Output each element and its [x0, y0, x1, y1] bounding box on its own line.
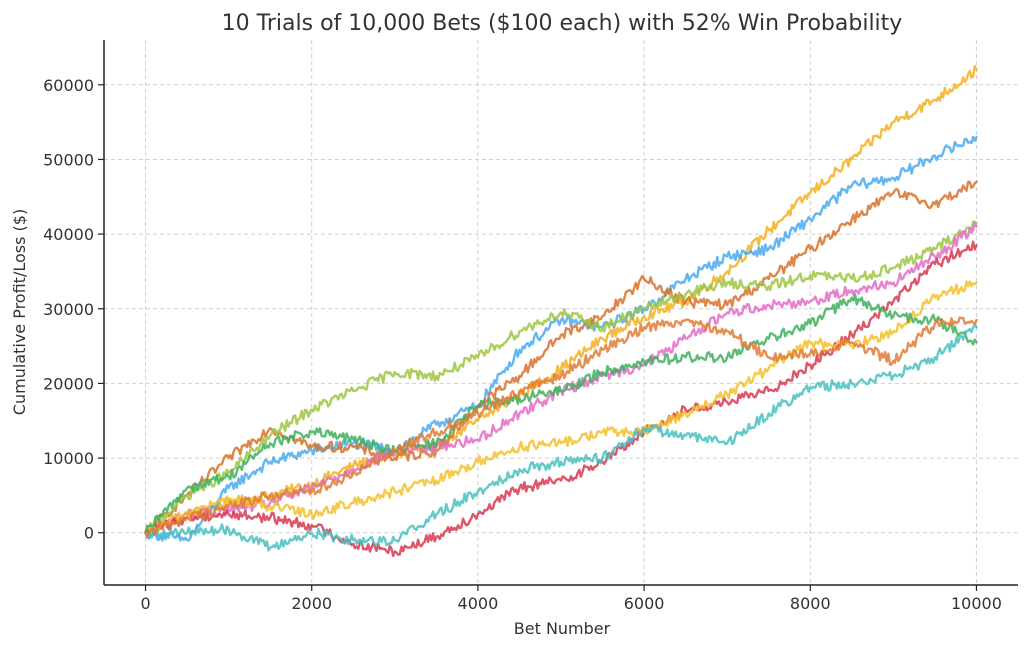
axes: [103, 40, 1018, 586]
series-line-9: [144, 323, 978, 552]
x-tick-label: 0: [140, 594, 150, 613]
x-tick-label: 4000: [458, 594, 499, 613]
y-axis-label: Cumulative Profit/Loss ($): [10, 209, 29, 415]
x-tick-label: 8000: [790, 594, 831, 613]
series-line-8: [144, 293, 978, 534]
series-line-7: [144, 280, 978, 535]
y-tick-label: 0: [84, 524, 94, 543]
chart-title: 10 Trials of 10,000 Bets ($100 each) wit…: [222, 11, 903, 36]
ticks: 0 2000 4000 6000 8000 10000 0 10000 20000 30000 40…: [43, 76, 1002, 613]
y-tick-label: 20000: [43, 374, 94, 393]
series-group: [144, 64, 978, 558]
series-line-2: [144, 135, 978, 542]
series-line-10: [144, 316, 978, 538]
x-tick-label: 10000: [951, 594, 1002, 613]
series-line-6: [144, 240, 978, 558]
y-tick-label: 10000: [43, 449, 94, 468]
grid: [104, 40, 1018, 585]
y-tick-label: 60000: [43, 76, 94, 95]
x-tick-label: 2000: [291, 594, 332, 613]
y-tick-label: 30000: [43, 300, 94, 319]
series-line-1: [144, 64, 978, 536]
series-line-4: [144, 220, 978, 534]
x-axis-label: Bet Number: [514, 619, 611, 638]
x-tick-label: 6000: [624, 594, 665, 613]
y-tick-label: 40000: [43, 225, 94, 244]
y-tick-label: 50000: [43, 150, 94, 169]
